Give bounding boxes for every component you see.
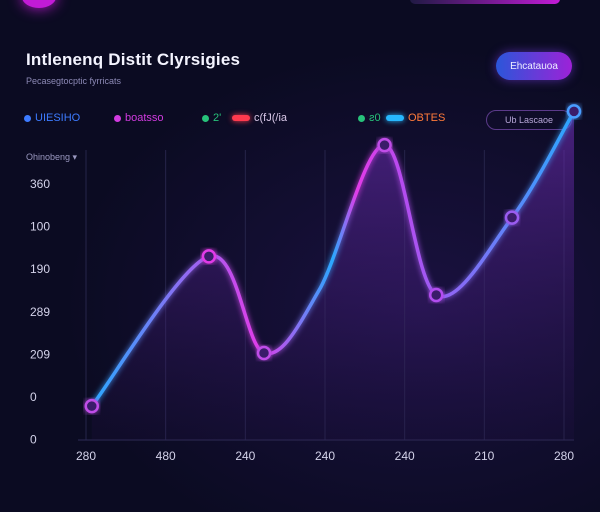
x-tick-label: 480 [156, 449, 176, 463]
y-tick-label: 0 [30, 390, 37, 404]
x-tick-label: 240 [395, 449, 415, 463]
legend: UIESIHO boatsso 2' c(fJ(/ia ƨ0 OBTES [0, 112, 600, 130]
legend-label: 2' [213, 112, 222, 124]
legend-item[interactable]: 2' [202, 112, 221, 124]
y-tick-label: 0 [30, 433, 37, 447]
chart-subtitle: Pecasegtocptic fyrricats [26, 76, 122, 86]
area-fill [91, 111, 575, 440]
legend-label: OBTES [408, 112, 446, 124]
x-tick-label: 280 [554, 449, 574, 463]
data-point[interactable] [84, 398, 100, 414]
legend-item[interactable]: boatsso [114, 112, 164, 124]
x-tick-label: 240 [235, 449, 255, 463]
legend-label: UIESIHO [35, 112, 81, 124]
legend-line-icon [232, 115, 250, 121]
data-point[interactable] [256, 345, 272, 361]
legend-item[interactable]: OBTES [386, 112, 445, 124]
chart-title: Intlenenq Distit Clyrsigies [26, 50, 241, 69]
y-tick-label: 190 [30, 262, 50, 276]
y-tick-label: 209 [30, 347, 50, 361]
y-tick-label: 289 [30, 305, 50, 319]
legend-label: boatsso [125, 112, 164, 124]
series-filter-dropdown[interactable]: Ohinobeng ▾ [26, 152, 78, 162]
x-tick-label: 280 [76, 449, 96, 463]
x-tick-label: 210 [474, 449, 494, 463]
y-tick-label: 100 [30, 220, 50, 234]
data-point[interactable] [377, 137, 392, 153]
x-axis: 280 480 240 240 240 210 280 [76, 449, 574, 463]
legend-dot-icon [24, 114, 31, 122]
legend-dot-icon [202, 114, 209, 122]
data-point[interactable] [566, 104, 582, 119]
legend-label: c(fJ(/ia [254, 112, 287, 124]
legend-item[interactable]: c(fJ(/ia [232, 112, 287, 124]
legend-dot-icon [358, 114, 365, 122]
y-axis: 360 100 190 289 209 0 0 [30, 177, 50, 447]
y-tick-label: 360 [30, 177, 50, 191]
legend-label: ƨ0 [369, 112, 381, 124]
x-tick-label: 240 [315, 449, 335, 463]
legend-line-icon [386, 115, 404, 121]
data-point[interactable] [201, 249, 217, 264]
legend-item[interactable]: UIESIHO [24, 112, 80, 124]
data-points [84, 104, 582, 414]
data-point[interactable] [504, 210, 520, 225]
header-action-button[interactable]: Ehcatauoa [496, 52, 572, 80]
legend-item[interactable]: ƨ0 [358, 112, 381, 124]
legend-dot-icon [114, 114, 121, 122]
top-accent-blob [22, 0, 56, 8]
data-point[interactable] [428, 287, 444, 303]
top-accent-bar [410, 0, 560, 4]
